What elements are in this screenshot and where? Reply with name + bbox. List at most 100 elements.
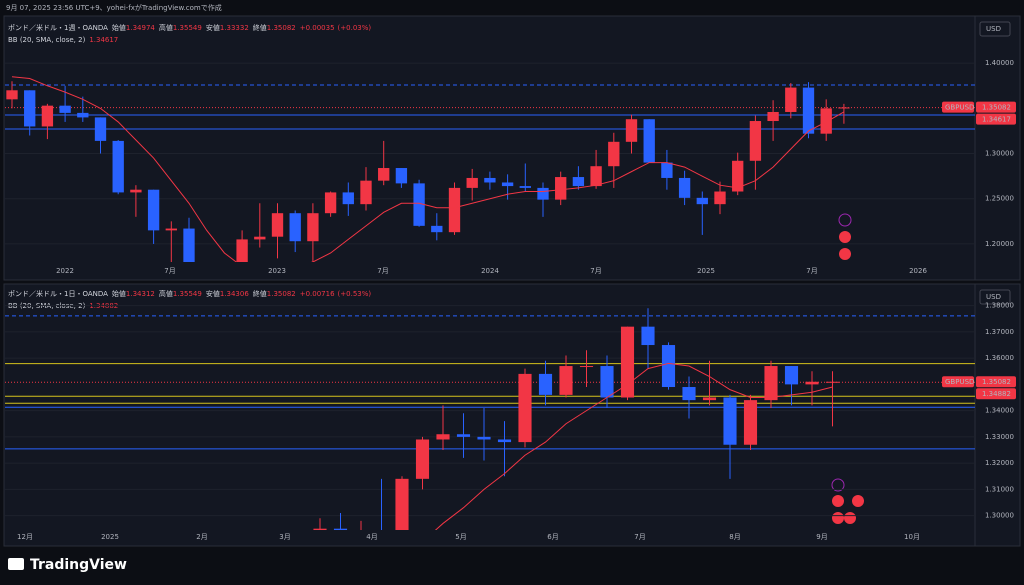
candle-body	[838, 107, 850, 109]
candle-body	[484, 177, 496, 183]
y-tick-label: 1.38000	[985, 302, 1014, 310]
candle-body	[333, 528, 348, 530]
candle-body	[94, 117, 107, 141]
candle-body	[802, 87, 815, 134]
candle-body	[620, 326, 635, 398]
candle-body	[477, 436, 491, 440]
candle-body	[555, 177, 567, 200]
candle-body	[77, 112, 89, 118]
candle-body	[702, 397, 717, 401]
event-icons	[831, 213, 864, 524]
brand: TradingView	[30, 557, 127, 573]
last-price-tag	[976, 101, 1016, 113]
symbol-tag	[942, 376, 974, 388]
candle-body	[324, 192, 337, 214]
candle-body	[456, 434, 471, 437]
stat-label: 終値	[253, 23, 267, 32]
candle-body	[415, 439, 430, 479]
bb-tag	[976, 388, 1016, 400]
candle-body	[661, 162, 673, 178]
y-tick-label: 1.30000	[985, 512, 1014, 520]
indicator-name: BB (20, SMA, close, 2)	[8, 36, 86, 44]
candle-body	[538, 373, 553, 395]
y-tick-label: 1.40000	[985, 59, 1014, 67]
change-pct: (+0.03%)	[338, 24, 372, 32]
candle-body	[360, 180, 372, 205]
candle-body	[518, 373, 532, 443]
x-tick-label: 2月	[196, 533, 207, 541]
y-tick-label: 1.25000	[985, 195, 1014, 203]
candle-body	[749, 121, 762, 161]
x-tick-label: 9月	[816, 533, 827, 541]
stat-value: 1.34312	[126, 290, 155, 298]
indicator-value: 1.34617	[89, 36, 118, 44]
pane	[3, 15, 1021, 281]
candle-body	[130, 189, 142, 193]
stat-label: 高値	[159, 23, 173, 32]
stat-value: 1.33332	[220, 24, 249, 32]
indicator-line: BB (20, SMA, close, 2) 1.34617	[8, 36, 118, 44]
candle-body	[254, 236, 266, 240]
candle-body	[41, 105, 54, 127]
change: +0.00035	[300, 24, 335, 32]
candle-body	[590, 166, 602, 187]
candle-body	[147, 189, 160, 231]
candle-body	[537, 187, 549, 200]
candle-body	[112, 140, 124, 193]
y-tick-label: 1.20000	[985, 240, 1014, 248]
candle-body	[448, 187, 461, 233]
x-tick-label: 2022	[56, 267, 74, 275]
candle-body	[714, 191, 726, 205]
y-tick-label: 1.33000	[985, 433, 1014, 441]
candle-body	[805, 381, 819, 385]
stat-value: 1.34306	[220, 290, 249, 298]
candle-body	[820, 108, 832, 134]
change-pct: (+0.53%)	[338, 290, 372, 298]
candle-body	[271, 213, 284, 237]
candle-body	[313, 528, 327, 530]
bb-tag	[976, 113, 1016, 125]
last-price-label: 1.35082	[982, 104, 1011, 112]
stat-label: 安値	[206, 289, 220, 298]
x-tick-label: 2026	[909, 267, 927, 275]
candle-body	[608, 141, 620, 167]
y-tick-label: 1.31000	[985, 485, 1014, 493]
candle-body	[413, 183, 425, 226]
candle-body	[723, 397, 737, 445]
currency-button	[979, 21, 1011, 37]
symbol-tag-label: GBPUSD	[945, 378, 974, 386]
y-tick-label: 1.34000	[985, 407, 1014, 415]
stat-label: 終値	[253, 289, 267, 298]
candle-body	[559, 366, 573, 395]
x-tick-label: 10月	[904, 533, 920, 541]
candle-body	[696, 197, 708, 205]
candle-body	[643, 119, 655, 163]
bb-tag-label: 1.34617	[982, 116, 1011, 124]
currency: USD	[986, 25, 1001, 33]
x-tick-label: 2025	[101, 533, 119, 541]
candle-body	[289, 213, 301, 242]
x-tick-label: 7月	[164, 267, 175, 275]
candle-body	[466, 177, 478, 188]
candle-body	[378, 168, 390, 181]
x-tick-label: 8月	[729, 533, 740, 541]
stat-value: 1.34974	[126, 24, 155, 32]
x-tick-label: 2025	[697, 267, 715, 275]
pane	[3, 283, 1021, 547]
y-tick-label: 1.36000	[985, 354, 1014, 362]
x-tick-label: 3月	[279, 533, 290, 541]
candle-body	[307, 213, 319, 242]
candle-body	[678, 177, 691, 198]
created-note: 9月 07, 2025 23:56 UTC+9、yohei-fxがTrading…	[6, 3, 222, 12]
candle-body	[784, 366, 799, 385]
candle-body	[579, 366, 594, 368]
x-tick-label: 7月	[377, 267, 388, 275]
legend-line: ポンド／米ドル・1日・OANDA 始値1.34312 高値1.35549 安値1.34…	[8, 289, 371, 298]
candle-body	[24, 90, 36, 127]
candle-body	[682, 387, 696, 401]
candle-body	[661, 345, 676, 388]
symbol-title: ポンド／米ドル・1日・OANDA	[8, 289, 108, 298]
candle-body	[743, 400, 758, 445]
candle-body	[572, 177, 585, 187]
